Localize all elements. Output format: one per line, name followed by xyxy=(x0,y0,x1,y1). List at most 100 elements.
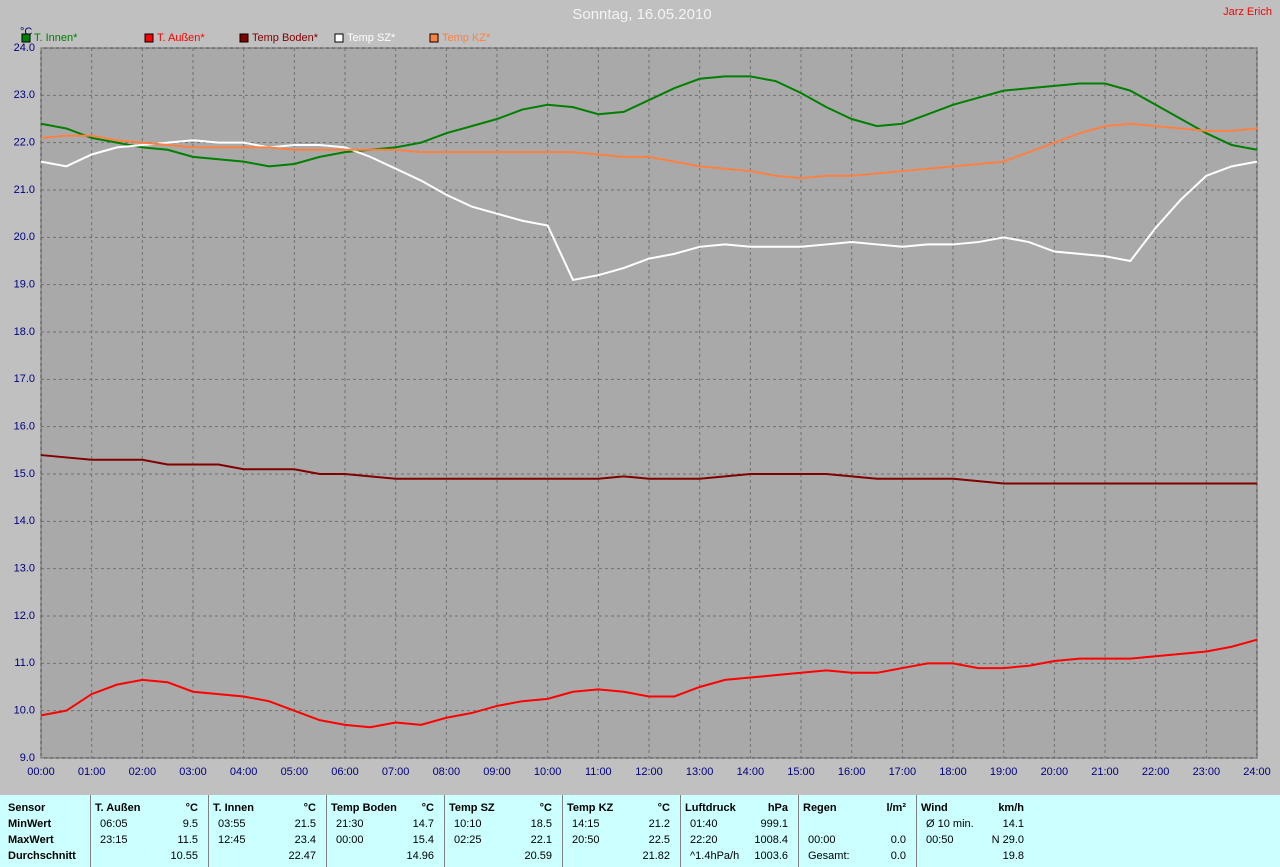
column-separator xyxy=(916,795,917,867)
x-tick-label: 10:00 xyxy=(534,766,562,778)
column-header: T. Außen xyxy=(95,802,141,814)
column-unit: °C xyxy=(185,802,198,814)
column-unit: °C xyxy=(303,802,316,814)
cell-value: 1003.6 xyxy=(754,850,788,862)
column-unit: °C xyxy=(421,802,434,814)
author: Jarz Erich xyxy=(1223,6,1272,18)
cell-time: ^1.4hPa/h xyxy=(690,850,740,862)
cell-value: 0.0 xyxy=(890,850,906,862)
column-separator xyxy=(562,795,563,867)
cell-time: 23:15 xyxy=(100,834,128,846)
y-tick-label: 17.0 xyxy=(14,373,35,385)
cell-time: Ø 10 min. xyxy=(926,818,974,830)
cell-value: 21.5 xyxy=(294,818,316,830)
cell-value: 14.7 xyxy=(412,818,434,830)
y-tick-label: 10.0 xyxy=(14,705,35,717)
x-tick-label: 06:00 xyxy=(331,766,359,778)
column-unit: °C xyxy=(539,802,552,814)
y-tick-label: 22.0 xyxy=(14,137,35,149)
column-separator xyxy=(798,795,799,867)
column-separator xyxy=(680,795,681,867)
y-tick-label: 24.0 xyxy=(14,42,35,54)
column-header: Temp SZ xyxy=(449,802,495,814)
column-unit: l/m² xyxy=(886,802,906,814)
legend-swatch xyxy=(334,33,344,43)
legend-label: Temp SZ* xyxy=(347,32,396,44)
x-tick-label: 21:00 xyxy=(1091,766,1119,778)
x-tick-label: 19:00 xyxy=(990,766,1018,778)
x-tick-label: 05:00 xyxy=(281,766,309,778)
cell-value: 19.8 xyxy=(1002,850,1024,862)
x-tick-label: 00:00 xyxy=(27,766,55,778)
series-line xyxy=(40,638,1258,729)
column-header: Temp KZ xyxy=(567,802,614,814)
y-tick-label: 12.0 xyxy=(14,610,35,622)
cell-value: 20.59 xyxy=(524,850,552,862)
legend-swatch xyxy=(144,33,154,43)
x-tick-label: 02:00 xyxy=(129,766,157,778)
cell-value: 22.47 xyxy=(288,850,316,862)
cell-time: 00:00 xyxy=(808,834,836,846)
series-line xyxy=(40,139,1258,282)
cell-value: 18.5 xyxy=(530,818,552,830)
x-tick-label: 08:00 xyxy=(433,766,461,778)
legend-swatch xyxy=(429,33,439,43)
column-header: Regen xyxy=(803,802,837,814)
legend-label: T. Außen* xyxy=(157,32,205,44)
y-tick-label: 21.0 xyxy=(14,184,35,196)
cell-value: N 29.0 xyxy=(991,834,1024,846)
cell-time: Gesamt: xyxy=(808,850,850,862)
chart: Sonntag, 16.05.2010 Jarz Erich °C 9.010.… xyxy=(14,6,1272,778)
cell-value: 9.5 xyxy=(182,818,198,830)
row-label: MaxWert xyxy=(8,834,54,846)
cell-value: 11.5 xyxy=(177,834,198,846)
y-tick-label: 18.0 xyxy=(14,326,35,338)
cell-time: 00:50 xyxy=(926,834,954,846)
cell-time: 00:00 xyxy=(336,834,364,846)
column-separator xyxy=(208,795,209,867)
cell-value: 1008.4 xyxy=(754,834,788,846)
legend-label: T. Innen* xyxy=(34,32,78,44)
legend-label: Temp Boden* xyxy=(252,32,319,44)
x-tick-label: 15:00 xyxy=(787,766,815,778)
row-label: MinWert xyxy=(8,818,52,830)
stats-table: Sensor MinWert MaxWert Durchschnitt T. Außen… xyxy=(0,795,1280,867)
cell-value: 21.82 xyxy=(642,850,670,862)
cell-value: 14.96 xyxy=(406,850,434,862)
legend-swatch xyxy=(21,33,31,43)
column-unit: hPa xyxy=(767,802,788,814)
cell-value: 21.2 xyxy=(648,818,670,830)
column-header: T. Innen xyxy=(213,802,254,814)
cell-time: 12:45 xyxy=(218,834,246,846)
x-tick-label: 24:00 xyxy=(1243,766,1271,778)
x-tick-label: 04:00 xyxy=(230,766,258,778)
cell-value: 14.1 xyxy=(1002,818,1024,830)
chart-title: Sonntag, 16.05.2010 xyxy=(572,6,711,23)
cell-value: 22.1 xyxy=(530,834,552,846)
column-unit: km/h xyxy=(998,802,1024,814)
column-separator xyxy=(326,795,327,867)
x-tick-label: 13:00 xyxy=(686,766,714,778)
column-header: Temp Boden xyxy=(331,802,397,814)
legend-swatch xyxy=(239,33,249,43)
cell-value: 0.0 xyxy=(890,834,906,846)
column-unit: °C xyxy=(657,802,670,814)
y-tick-label: 14.0 xyxy=(14,515,35,527)
x-tick-label: 03:00 xyxy=(179,766,207,778)
y-tick-label: 11.0 xyxy=(14,657,35,669)
x-tick-label: 22:00 xyxy=(1142,766,1170,778)
x-tick-label: 23:00 xyxy=(1193,766,1221,778)
cell-value: 22.5 xyxy=(648,834,670,846)
row-label: Sensor xyxy=(8,802,46,814)
legend-label: Temp KZ* xyxy=(442,32,491,44)
cell-value: 23.4 xyxy=(294,834,316,846)
x-tick-label: 20:00 xyxy=(1041,766,1069,778)
cell-time: 10:10 xyxy=(454,818,482,830)
column-header: Wind xyxy=(921,802,948,814)
cell-time: 02:25 xyxy=(454,834,482,846)
y-tick-label: 23.0 xyxy=(14,89,35,101)
x-tick-label: 14:00 xyxy=(737,766,765,778)
x-tick-label: 17:00 xyxy=(889,766,917,778)
x-tick-label: 07:00 xyxy=(382,766,410,778)
column-separator xyxy=(444,795,445,867)
